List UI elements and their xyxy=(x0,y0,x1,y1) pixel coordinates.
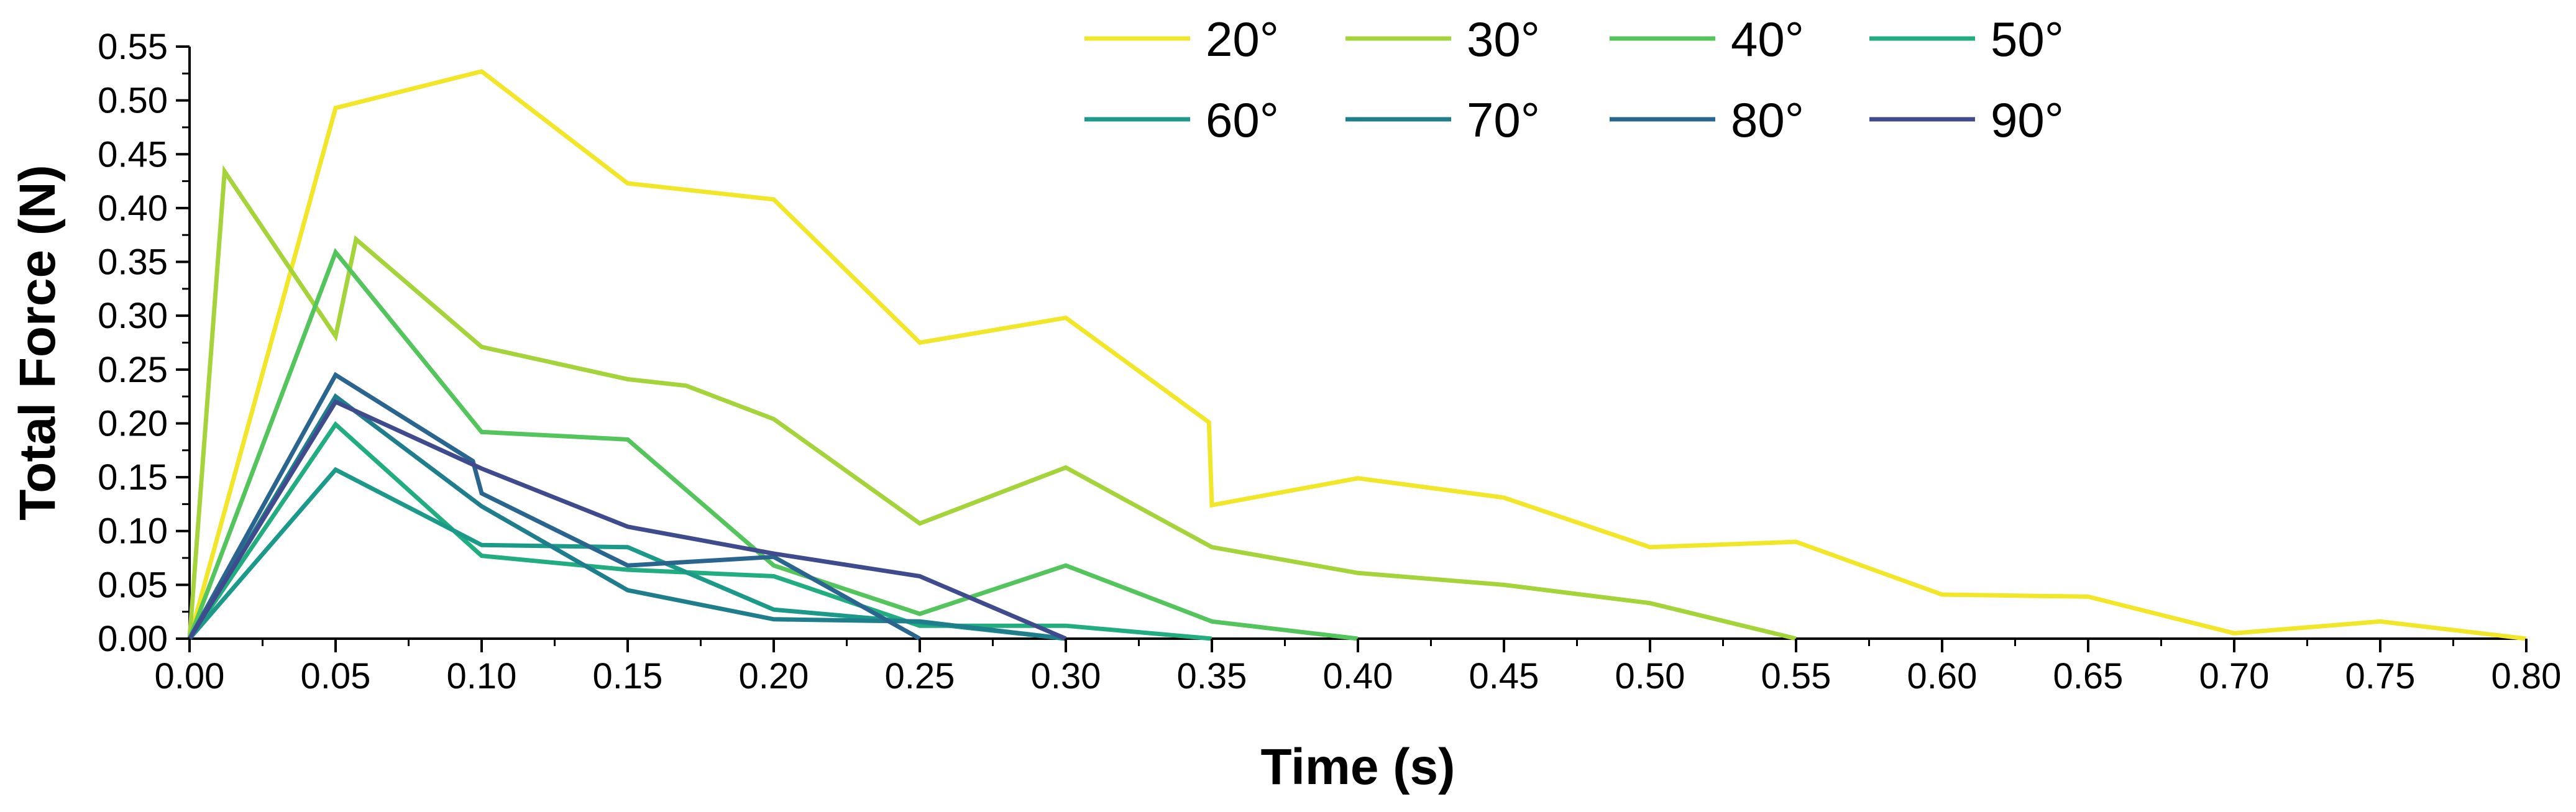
series-line-30deg xyxy=(187,165,1797,641)
x-tick-label: 0.10 xyxy=(447,656,517,696)
x-tick-label: 0.40 xyxy=(1323,656,1393,696)
x-tick-label: 0.00 xyxy=(155,656,225,696)
y-axis-title: Total Force (N) xyxy=(9,165,66,520)
x-tick-label: 0.70 xyxy=(2199,656,2270,696)
legend-label-50deg: 50° xyxy=(1991,12,2064,66)
series-line-70deg xyxy=(188,393,1066,641)
x-tick-label: 0.35 xyxy=(1177,656,1247,696)
series-line-80deg xyxy=(187,372,921,641)
legend-label-60deg: 60° xyxy=(1206,93,1279,147)
y-axis-ticks: 0.00 0.05 0.10 0.15 0.20 0.25 0.30 0.35 0.40 0.45… xyxy=(98,27,190,659)
y-tick-label: 0.00 xyxy=(98,619,168,659)
x-tick-label: 0.15 xyxy=(593,656,663,696)
legend-label-40deg: 40° xyxy=(1731,12,1804,66)
x-tick-label: 0.60 xyxy=(1907,656,1978,696)
x-tick-label: 0.20 xyxy=(739,656,809,696)
series-line-40deg xyxy=(187,248,1359,641)
y-tick-label: 0.25 xyxy=(98,350,168,390)
series-lines xyxy=(187,69,2527,641)
y-tick-label: 0.40 xyxy=(98,188,168,229)
y-tick-label: 0.05 xyxy=(98,565,168,605)
legend-label-30deg: 30° xyxy=(1467,12,1540,66)
y-tick-label: 0.30 xyxy=(98,296,168,336)
legend-label-90deg: 90° xyxy=(1991,93,2064,147)
legend-label-80deg: 80° xyxy=(1731,93,1804,147)
x-tick-label: 0.65 xyxy=(2053,656,2124,696)
series-line-90deg xyxy=(188,399,1067,641)
y-tick-label: 0.50 xyxy=(98,81,168,121)
x-tick-label: 0.75 xyxy=(2345,656,2416,696)
x-tick-label: 0.55 xyxy=(1761,656,1831,696)
series-line-60deg xyxy=(188,467,1066,641)
x-tick-label: 0.05 xyxy=(301,656,371,696)
y-tick-label: 0.20 xyxy=(98,403,168,444)
x-tick-label: 0.50 xyxy=(1615,656,1685,696)
y-tick-label: 0.35 xyxy=(98,242,168,283)
x-axis-ticks: 0.00 0.05 0.10 0.15 0.20 0.25 0.30 0.35 0.40 0.45… xyxy=(155,639,2562,696)
x-tick-label: 0.25 xyxy=(885,656,955,696)
legend: 20° 30° 40° 50° 60° 70° 80° 90° xyxy=(1084,12,2064,147)
series-line-20deg xyxy=(187,69,2527,641)
y-tick-label: 0.10 xyxy=(98,511,168,552)
y-tick-label: 0.15 xyxy=(98,457,168,498)
y-tick-label: 0.45 xyxy=(98,134,168,175)
x-tick-label: 0.45 xyxy=(1469,656,1539,696)
x-tick-label: 0.30 xyxy=(1031,656,1101,696)
series-line-50deg xyxy=(188,421,1212,641)
y-tick-label: 0.55 xyxy=(98,27,168,67)
axes xyxy=(188,47,2526,640)
x-tick-label: 0.80 xyxy=(2491,656,2562,696)
x-axis-title: Time (s) xyxy=(1261,739,1455,795)
legend-label-70deg: 70° xyxy=(1467,93,1540,147)
legend-label-20deg: 20° xyxy=(1206,12,1279,66)
